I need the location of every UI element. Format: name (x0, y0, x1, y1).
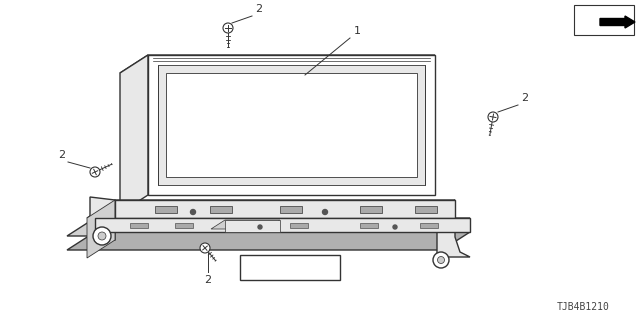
Polygon shape (210, 206, 232, 213)
Polygon shape (120, 55, 435, 73)
Circle shape (433, 252, 449, 268)
Polygon shape (158, 65, 425, 185)
Polygon shape (120, 55, 148, 213)
Polygon shape (148, 55, 435, 195)
Circle shape (258, 225, 262, 229)
Polygon shape (155, 206, 177, 213)
Circle shape (90, 167, 100, 177)
Polygon shape (87, 200, 115, 258)
Polygon shape (95, 218, 470, 232)
Polygon shape (211, 220, 280, 229)
Text: FR.: FR. (580, 17, 601, 27)
Circle shape (438, 257, 445, 263)
Circle shape (191, 210, 195, 214)
Polygon shape (360, 206, 382, 213)
Polygon shape (67, 218, 470, 236)
Polygon shape (574, 5, 634, 35)
Polygon shape (415, 206, 437, 213)
Polygon shape (175, 223, 193, 228)
Polygon shape (427, 200, 470, 257)
Polygon shape (225, 220, 280, 232)
Circle shape (393, 225, 397, 229)
Polygon shape (280, 206, 302, 213)
Circle shape (93, 227, 111, 245)
Polygon shape (130, 223, 148, 228)
Polygon shape (360, 223, 378, 228)
Circle shape (223, 23, 233, 33)
Circle shape (488, 112, 498, 122)
Polygon shape (115, 200, 455, 218)
Text: 1: 1 (354, 26, 361, 36)
Polygon shape (90, 197, 115, 244)
Text: 2: 2 (58, 150, 65, 160)
Polygon shape (166, 73, 417, 177)
Polygon shape (67, 232, 470, 250)
Polygon shape (420, 223, 438, 228)
Text: 2: 2 (204, 275, 212, 285)
Polygon shape (240, 255, 340, 280)
Text: 2: 2 (255, 4, 262, 14)
Polygon shape (290, 223, 308, 228)
Circle shape (200, 243, 210, 253)
Text: TJB4B1210: TJB4B1210 (557, 302, 610, 312)
Circle shape (98, 232, 106, 240)
Circle shape (323, 210, 328, 214)
Polygon shape (87, 200, 455, 218)
FancyArrow shape (600, 16, 635, 28)
Text: 2: 2 (521, 93, 528, 103)
